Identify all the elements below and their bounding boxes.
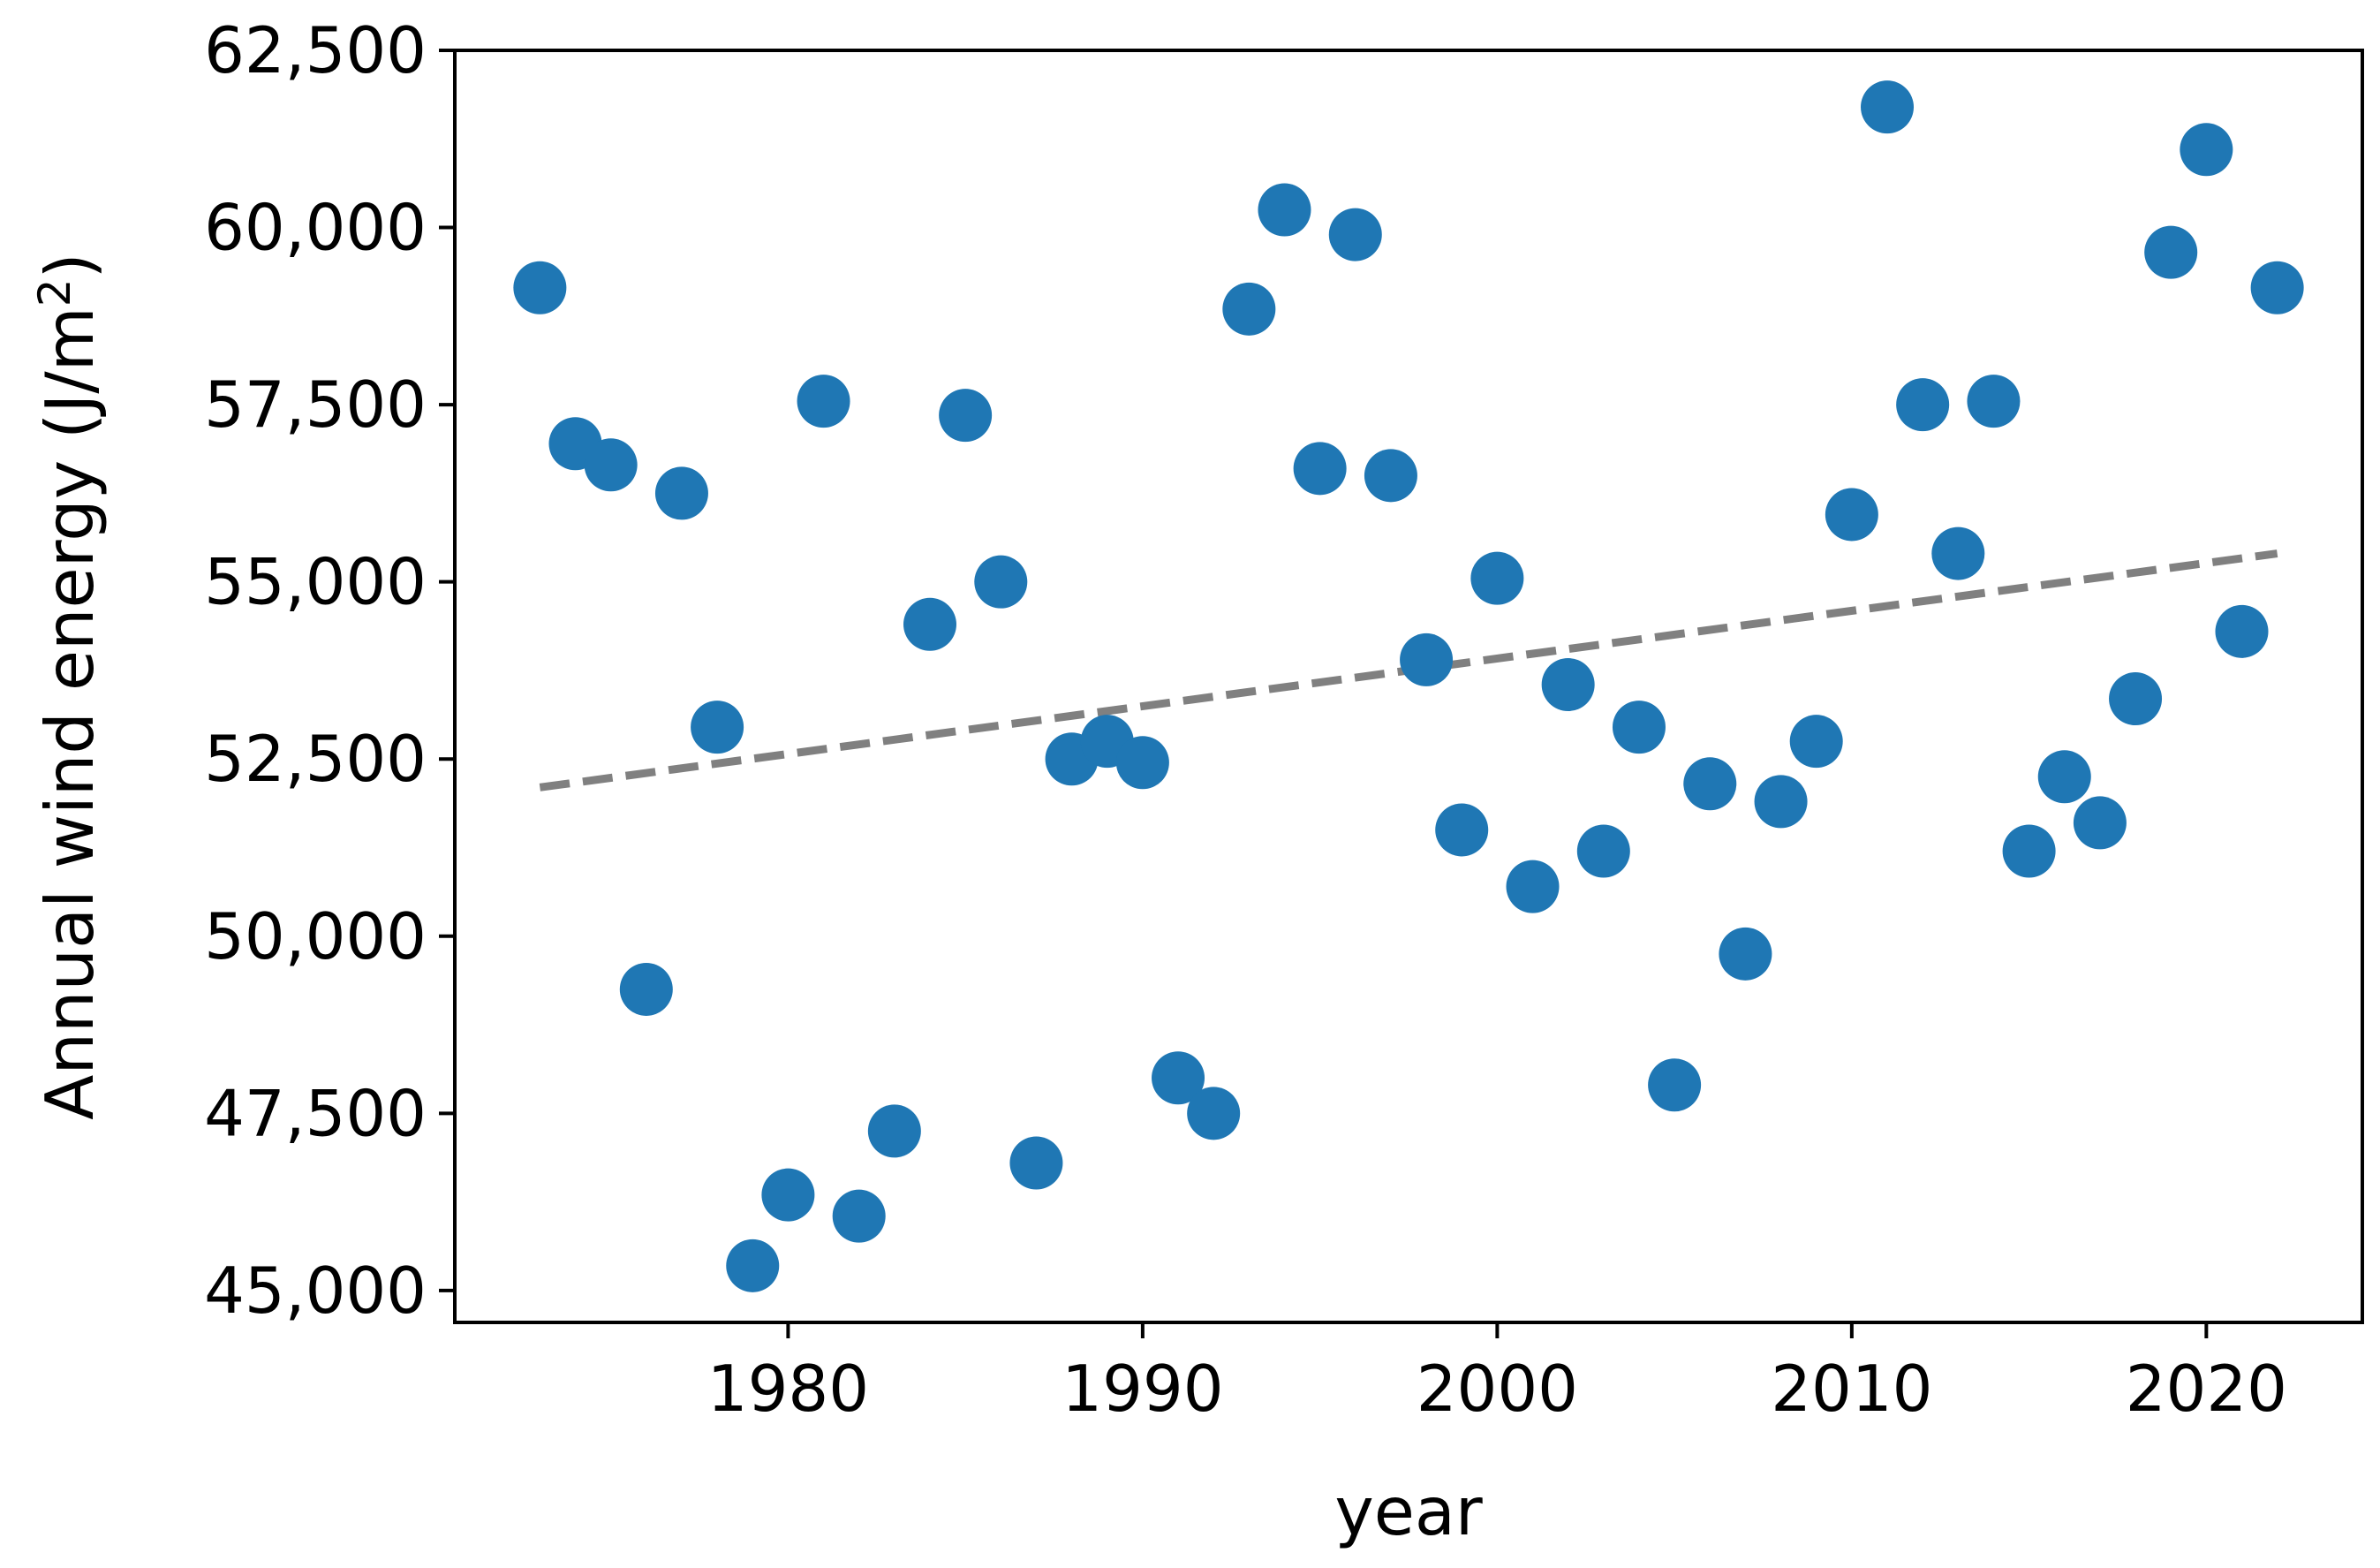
data-point	[903, 597, 956, 651]
data-point	[513, 261, 567, 314]
y-axis-label-base: Annual wind energy (J/m	[31, 307, 109, 1120]
data-point	[1470, 551, 1524, 605]
data-point	[1967, 375, 2021, 428]
y-tick-label: 57,500	[204, 367, 427, 442]
data-point	[1435, 803, 1489, 857]
data-point	[1293, 442, 1347, 496]
data-point	[654, 466, 708, 520]
data-point	[939, 389, 993, 443]
data-point	[2250, 261, 2304, 314]
x-tick-label: 2000	[1417, 1352, 1578, 1426]
data-point	[691, 701, 744, 754]
x-axis-ticks: 1980 1990 2000 2010 2020	[707, 1322, 2287, 1426]
data-point	[1896, 378, 1950, 432]
data-point	[1541, 657, 1595, 711]
data-point	[1009, 1136, 1063, 1190]
data-point	[832, 1189, 886, 1243]
data-point	[1115, 736, 1169, 790]
data-point	[1861, 80, 1915, 134]
y-tick-label: 62,500	[204, 13, 427, 87]
data-point	[1612, 701, 1666, 754]
data-point	[1222, 282, 1276, 336]
data-point	[2002, 824, 2056, 878]
data-point	[1400, 633, 1454, 686]
data-point	[1506, 860, 1560, 913]
data-point	[2215, 604, 2269, 658]
y-tick-label: 45,000	[204, 1254, 427, 1328]
data-point	[1328, 208, 1382, 261]
data-point	[867, 1104, 921, 1158]
data-point	[584, 438, 638, 492]
y-axis-ticks: 45,000 47,500 50,000 52,500 55,000 57,500 60,0…	[204, 13, 455, 1328]
data-point	[2037, 750, 2091, 804]
y-tick-label: 55,000	[204, 545, 427, 619]
data-point	[2073, 796, 2127, 850]
data-point	[1187, 1087, 1241, 1140]
y-tick-label: 50,000	[204, 899, 427, 973]
data-point	[974, 555, 1028, 609]
y-axis-label-superscript: 2	[29, 278, 80, 307]
data-point	[1683, 757, 1737, 811]
y-tick-label: 52,500	[204, 722, 427, 796]
y-axis-label: Annual wind energy (J/m2)	[29, 253, 109, 1120]
y-tick-label: 47,500	[204, 1076, 427, 1150]
data-point	[1364, 449, 1417, 503]
points-layer	[513, 80, 2304, 1292]
plot-frame	[453, 49, 2364, 1324]
data-point	[761, 1168, 815, 1222]
x-tick-label: 2020	[2126, 1352, 2287, 1426]
data-point	[797, 375, 850, 428]
x-tick-label: 2010	[1771, 1352, 1932, 1426]
data-point	[619, 962, 673, 1016]
data-point	[1825, 488, 1878, 542]
data-point	[1648, 1058, 1702, 1112]
y-axis-label-end: )	[31, 253, 109, 278]
x-tick-label: 1990	[1062, 1352, 1223, 1426]
data-point	[1931, 526, 1985, 580]
data-point	[1152, 1051, 1205, 1105]
x-tick-label: 1980	[707, 1352, 869, 1426]
x-axis-label: year	[1334, 1473, 1482, 1550]
data-point	[2109, 672, 2163, 726]
data-point	[1576, 824, 1630, 878]
data-point	[1258, 183, 1311, 237]
data-point	[2180, 123, 2233, 177]
data-point	[1789, 715, 1843, 769]
data-point	[2144, 225, 2198, 279]
data-point	[1719, 927, 1772, 981]
data-point	[1754, 775, 1808, 829]
data-point	[726, 1238, 780, 1292]
y-tick-label: 60,000	[204, 191, 427, 265]
